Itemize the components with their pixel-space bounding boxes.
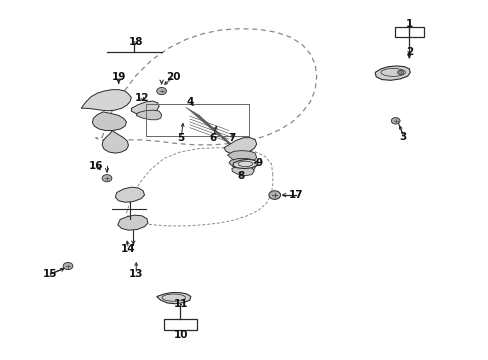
- Circle shape: [268, 191, 280, 199]
- Polygon shape: [115, 187, 144, 202]
- Polygon shape: [374, 66, 409, 80]
- Polygon shape: [232, 159, 258, 168]
- Text: 11: 11: [174, 299, 188, 309]
- Polygon shape: [92, 112, 126, 131]
- Text: 3: 3: [399, 132, 406, 142]
- Text: 9: 9: [255, 158, 262, 168]
- Text: 2: 2: [405, 46, 412, 57]
- Polygon shape: [227, 150, 256, 163]
- Circle shape: [102, 175, 112, 182]
- Polygon shape: [157, 293, 190, 304]
- Polygon shape: [224, 138, 256, 154]
- Text: 13: 13: [129, 269, 143, 279]
- Text: 7: 7: [228, 133, 236, 143]
- Text: 18: 18: [129, 37, 143, 47]
- Polygon shape: [118, 215, 148, 230]
- Text: 10: 10: [174, 330, 188, 340]
- Text: 8: 8: [237, 171, 244, 181]
- Text: 1: 1: [405, 19, 412, 29]
- Polygon shape: [231, 166, 254, 176]
- Bar: [394, 27, 423, 37]
- Polygon shape: [228, 158, 256, 171]
- Text: 17: 17: [288, 190, 303, 200]
- Text: 16: 16: [88, 161, 103, 171]
- Text: 12: 12: [135, 93, 149, 103]
- Circle shape: [397, 70, 403, 75]
- Circle shape: [63, 262, 73, 270]
- Text: 20: 20: [166, 72, 181, 82]
- Circle shape: [157, 87, 166, 95]
- Text: 6: 6: [209, 133, 216, 143]
- Polygon shape: [102, 131, 128, 153]
- Text: 15: 15: [43, 269, 58, 279]
- Bar: [163, 319, 197, 330]
- Text: 4: 4: [186, 97, 193, 107]
- Polygon shape: [131, 101, 159, 115]
- Text: 5: 5: [177, 133, 184, 143]
- Polygon shape: [81, 90, 131, 111]
- Text: 14: 14: [121, 244, 136, 254]
- Circle shape: [390, 118, 399, 124]
- Text: 19: 19: [111, 72, 125, 82]
- Polygon shape: [136, 110, 161, 120]
